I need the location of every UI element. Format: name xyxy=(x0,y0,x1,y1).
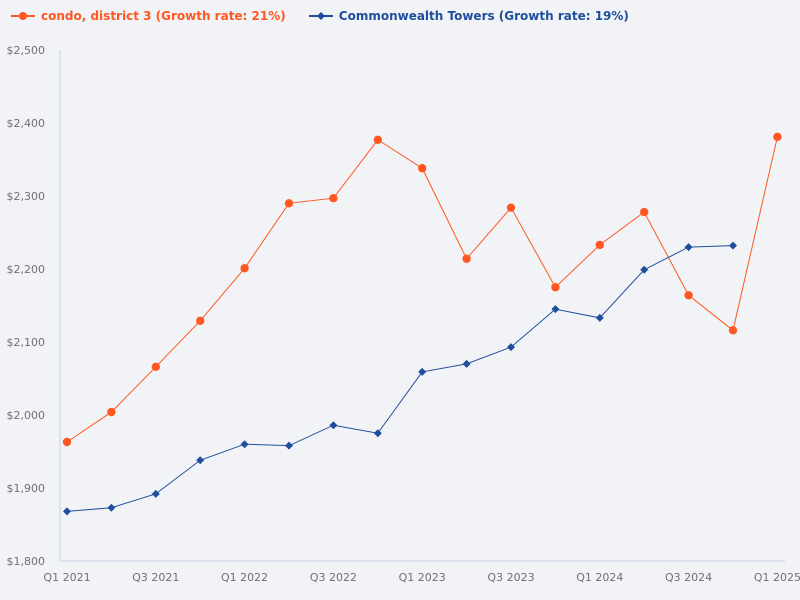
data-point[interactable] xyxy=(684,291,693,300)
data-point[interactable] xyxy=(284,199,294,208)
series-layer xyxy=(62,132,782,516)
circle-marker-icon xyxy=(11,12,35,20)
x-tick-label: Q1 2023 xyxy=(399,571,446,584)
data-point[interactable] xyxy=(63,507,71,516)
data-point[interactable] xyxy=(329,193,338,203)
y-tick-label: $2,500 xyxy=(7,44,46,57)
x-tick-label: Q1 2022 xyxy=(221,571,268,584)
legend-label: Commonwealth Towers (Growth rate: 19%) xyxy=(338,9,629,23)
data-point[interactable] xyxy=(240,440,249,449)
data-point[interactable] xyxy=(595,240,604,250)
diamond-marker-icon xyxy=(308,12,333,20)
data-point[interactable] xyxy=(373,135,382,144)
y-tick-label: $2,400 xyxy=(7,117,46,130)
data-point[interactable] xyxy=(640,265,649,274)
data-point[interactable] xyxy=(551,305,560,314)
y-tick-label: $1,800 xyxy=(7,555,46,568)
data-point[interactable] xyxy=(285,441,293,450)
data-point[interactable] xyxy=(595,313,604,322)
data-point[interactable] xyxy=(329,421,338,430)
data-point[interactable] xyxy=(684,243,693,252)
data-point[interactable] xyxy=(240,264,249,273)
data-point[interactable] xyxy=(462,359,471,368)
data-point[interactable] xyxy=(773,132,782,142)
y-tick-label: $2,300 xyxy=(7,190,46,203)
data-point[interactable] xyxy=(151,489,160,498)
y-tick-label: $1,900 xyxy=(7,482,46,495)
x-axis: Q1 2021 Q3 2021 Q1 2022 Q3 2022 Q1 2023 Q3 20… xyxy=(43,560,800,584)
data-point[interactable] xyxy=(551,283,560,292)
chart-legend: condo, district 3 (Growth rate: 21%) Com… xyxy=(10,9,629,23)
data-point[interactable] xyxy=(373,429,382,438)
data-point[interactable] xyxy=(640,207,649,217)
x-tick-label: Q1 2024 xyxy=(576,571,623,584)
x-tick-label: Q3 2021 xyxy=(132,571,179,584)
y-tick-label: $2,100 xyxy=(7,336,46,349)
x-tick-label: Q1 2025 xyxy=(754,571,800,584)
y-tick-label: $2,000 xyxy=(7,409,46,422)
data-point[interactable] xyxy=(506,203,516,212)
series-line xyxy=(66,245,734,512)
data-point[interactable] xyxy=(729,241,737,250)
data-point[interactable] xyxy=(462,254,471,263)
legend-item-condo-district-3[interactable]: condo, district 3 (Growth rate: 21%) xyxy=(10,9,286,23)
data-point[interactable] xyxy=(507,343,515,352)
data-point[interactable] xyxy=(196,316,205,326)
data-point[interactable] xyxy=(418,367,427,376)
x-tick-label: Q3 2024 xyxy=(665,571,712,584)
data-point[interactable] xyxy=(107,503,116,512)
data-point[interactable] xyxy=(62,437,72,447)
legend-label: condo, district 3 (Growth rate: 21%) xyxy=(41,9,286,23)
data-point[interactable] xyxy=(728,326,738,335)
x-tick-label: Q3 2022 xyxy=(310,571,357,584)
series-line xyxy=(66,136,778,443)
data-point[interactable] xyxy=(151,362,160,372)
y-tick-label: $2,200 xyxy=(7,263,46,276)
y-axis: $1,800 $1,900 $2,000 $2,100 $2,200 $2,300 $2,4… xyxy=(7,44,61,568)
data-point[interactable] xyxy=(418,164,427,173)
series-commonwealth-towers xyxy=(63,241,737,516)
x-tick-label: Q3 2023 xyxy=(487,571,534,584)
series-condo-district-3 xyxy=(62,132,782,447)
data-point[interactable] xyxy=(107,407,116,417)
x-tick-label: Q1 2021 xyxy=(43,571,90,584)
data-point[interactable] xyxy=(196,456,205,465)
legend-item-commonwealth-towers[interactable]: Commonwealth Towers (Growth rate: 19%) xyxy=(308,9,629,23)
